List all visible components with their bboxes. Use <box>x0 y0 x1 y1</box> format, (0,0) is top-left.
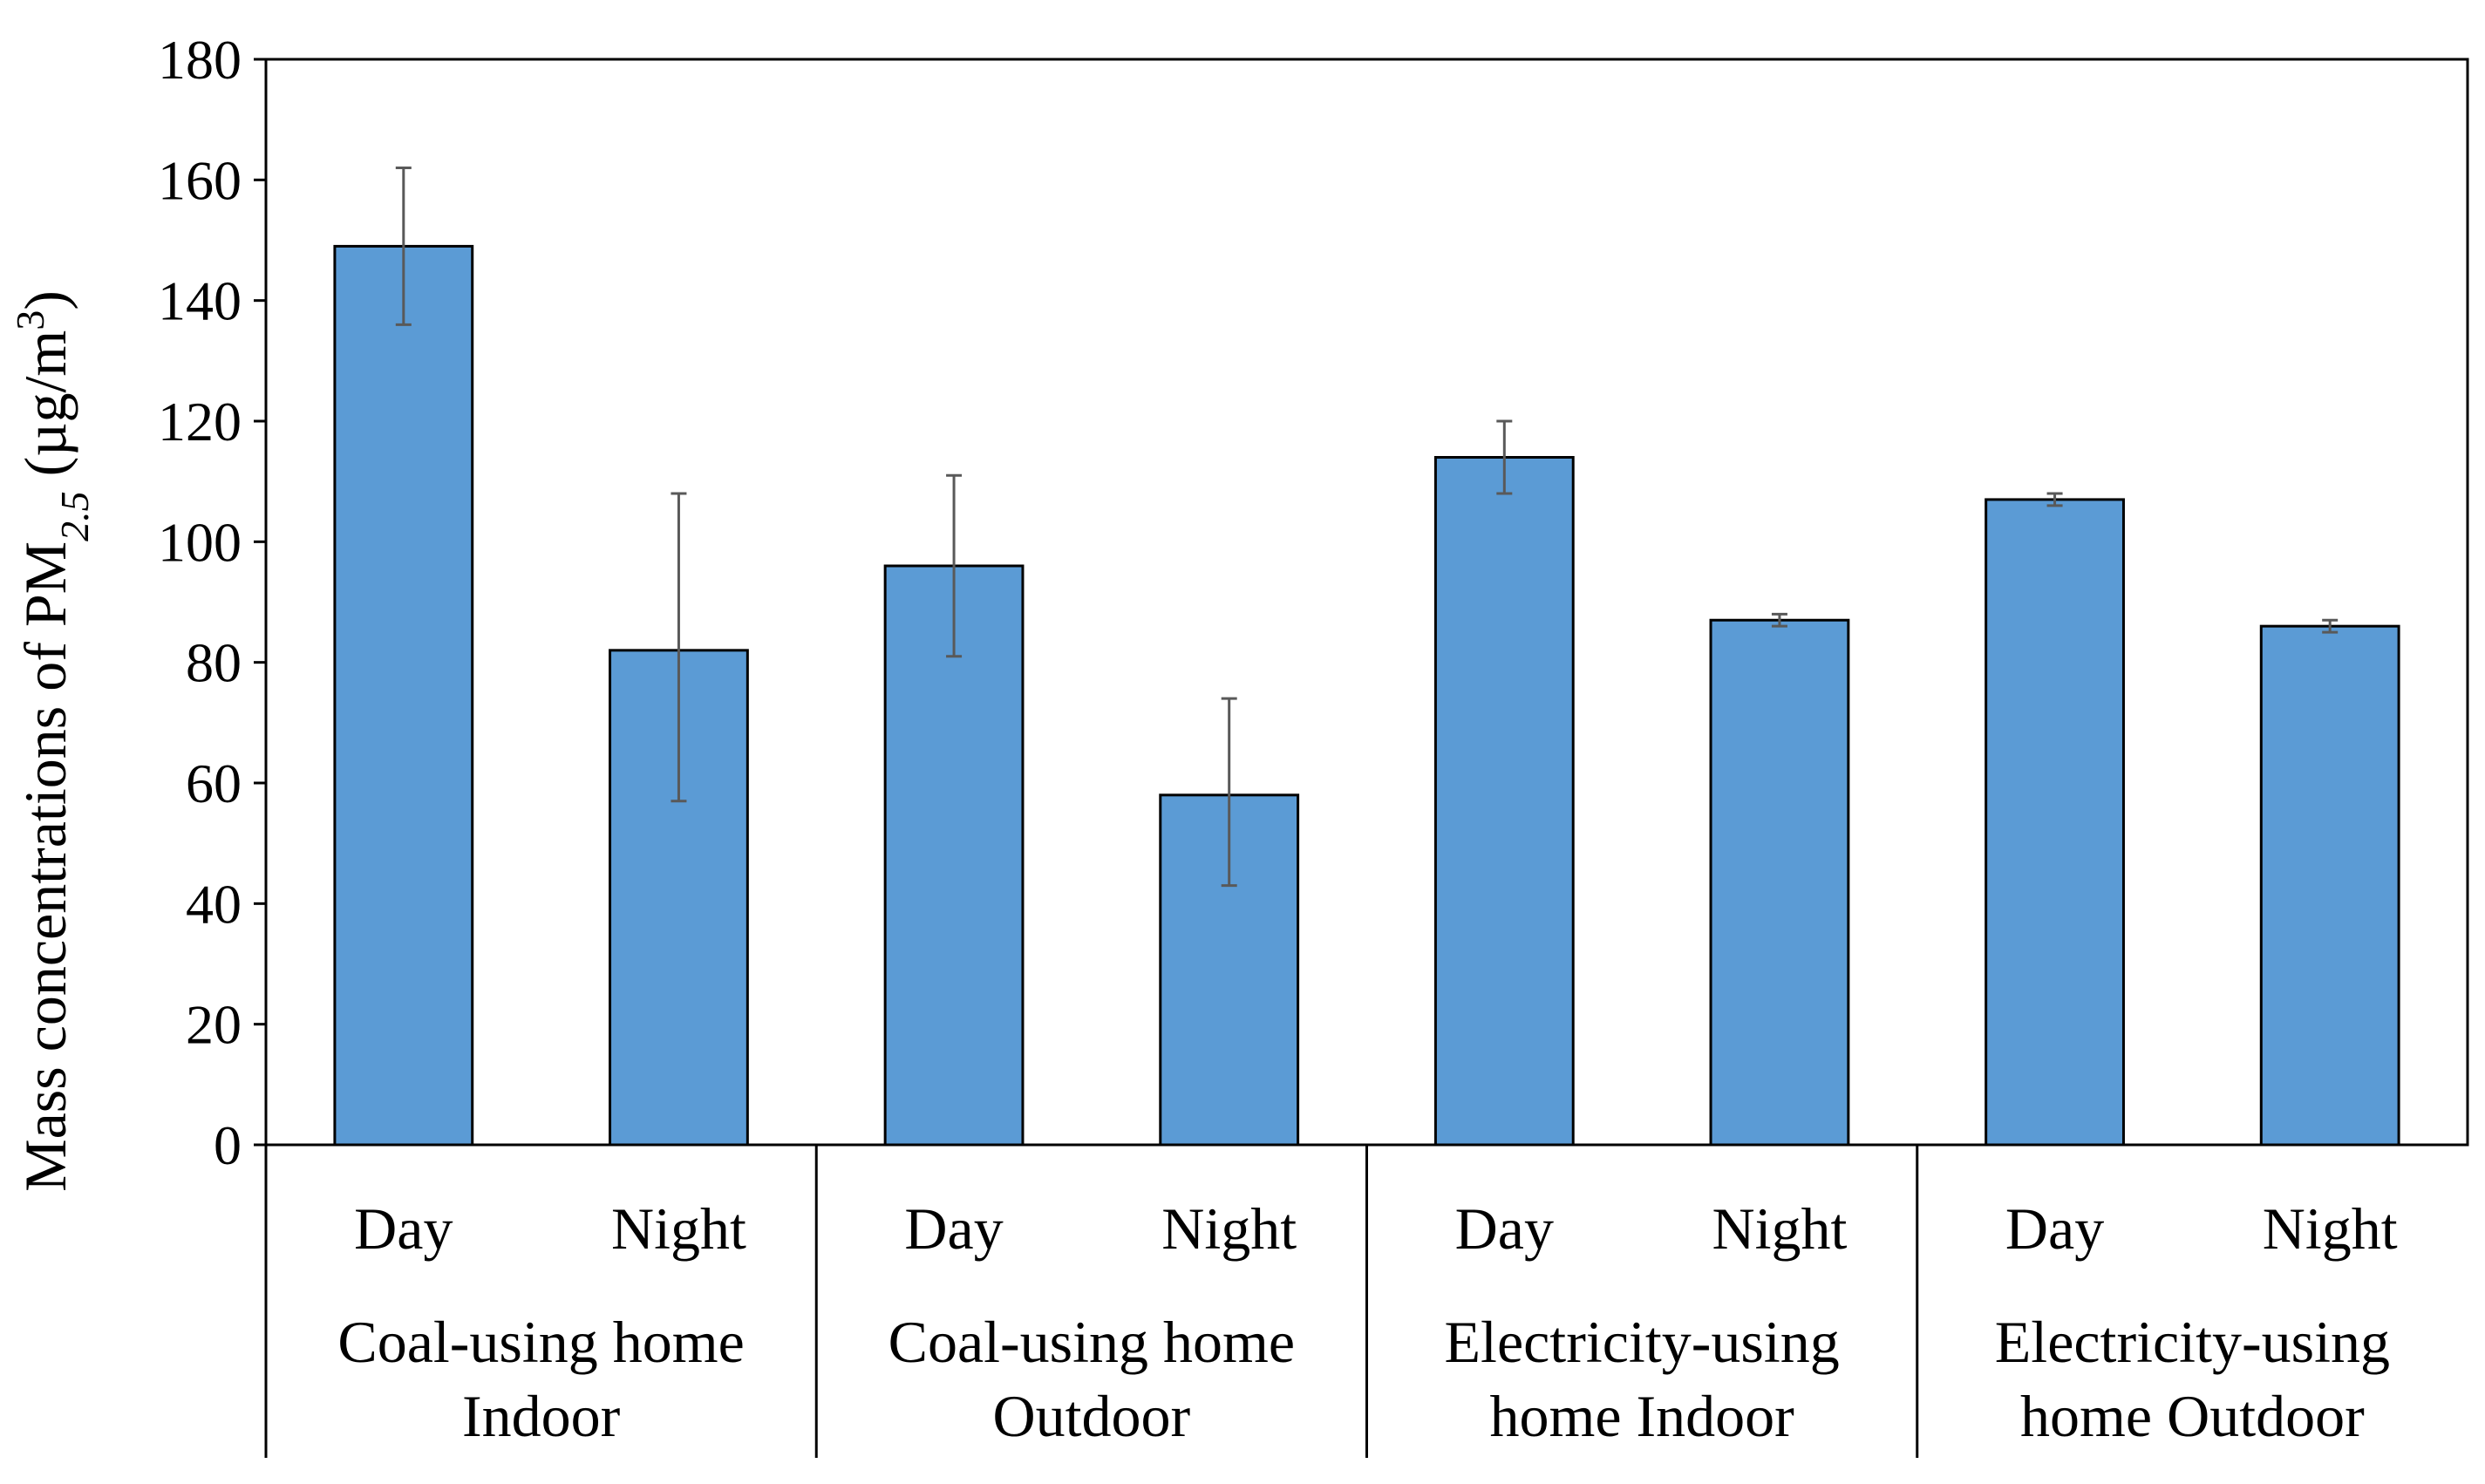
x-category-label: Day <box>904 1195 1003 1262</box>
x-group-label-line2: home Indoor <box>1489 1383 1794 1449</box>
y-tick-label: 40 <box>186 873 242 935</box>
x-group-label-line2: Indoor <box>462 1383 621 1449</box>
bar <box>1709 618 1850 1147</box>
x-group-label-line1: Electricity-using <box>1445 1309 1840 1375</box>
x-category-label: Night <box>611 1195 746 1262</box>
x-group-label-line1: Coal-using home <box>888 1309 1296 1375</box>
x-category-label: Night <box>1161 1195 1297 1262</box>
y-tick-label: 80 <box>186 632 242 694</box>
y-tick-label: 160 <box>158 149 242 211</box>
x-group-label-line2: Outdoor <box>993 1383 1191 1449</box>
bar <box>2259 624 2400 1147</box>
plot-area-frame <box>264 58 2469 1147</box>
error-bars <box>395 167 2339 888</box>
x-category-label: Night <box>1712 1195 1847 1262</box>
bars <box>333 244 2400 1147</box>
bar <box>1985 498 2125 1147</box>
x-group-label-line2: home Outdoor <box>2020 1383 2365 1449</box>
y-axis-title-superscript: 3 <box>8 310 52 330</box>
y-axis-title: Mass concentrations of PM2.5 (µg/m3) <box>8 290 97 1192</box>
x-category-label: Day <box>1455 1195 1554 1262</box>
x-group-label-line1: Coal-using home <box>337 1309 745 1375</box>
x-category-label: Night <box>2263 1195 2398 1262</box>
y-tick-label: 20 <box>186 994 242 1056</box>
y-axis-title-close: ) <box>12 290 78 310</box>
y-tick-label: 140 <box>158 270 242 332</box>
y-tick-label: 60 <box>186 752 242 814</box>
y-tick-label: 100 <box>158 511 242 573</box>
y-axis-title-subscript: 2.5 <box>52 491 97 541</box>
bar <box>883 564 1025 1147</box>
x-group-label-line1: Electricity-using <box>1995 1309 2390 1375</box>
y-tick-label: 120 <box>158 391 242 453</box>
y-axis-title-prefix: Mass concentrations of PM <box>12 541 78 1192</box>
x-axis-labels: Day Night Coal-using home Indoor Day Night Coa… <box>264 1145 2398 1458</box>
y-axis-ticks: 0 20 40 60 80 100 120 140 160 180 <box>158 29 266 1176</box>
x-category-label: Day <box>2005 1195 2104 1262</box>
x-category-label: Day <box>354 1195 453 1262</box>
bar <box>333 244 474 1147</box>
y-tick-label: 0 <box>214 1114 242 1176</box>
bar <box>1433 456 1575 1147</box>
y-axis-title-units: (µg/m <box>12 330 78 492</box>
y-tick-label: 180 <box>158 29 242 91</box>
